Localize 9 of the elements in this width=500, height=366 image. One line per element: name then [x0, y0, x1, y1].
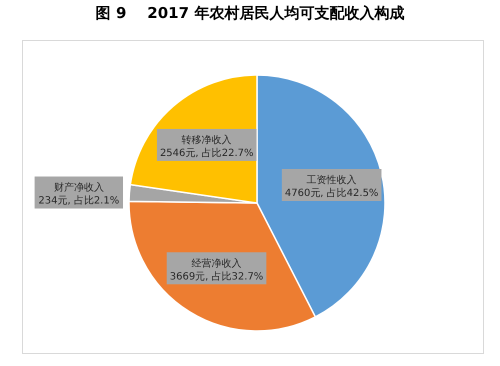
data-label: 4760元, 占比42.5%	[284, 186, 378, 199]
data-label: 3669元, 占比32.7%	[170, 270, 264, 282]
slice-label: 工资性收入	[306, 174, 357, 186]
chart-title: 图 9 2017 年农村居民人均可支配收入构成	[94, 4, 406, 23]
data-label: 2546元, 占比22.7%	[160, 146, 254, 159]
data-label: 234元, 占比2.1%	[38, 194, 120, 207]
slice-label: 财产净收入	[54, 182, 104, 194]
slice-label: 转移净收入	[182, 134, 232, 146]
slice-label: 经营净收入	[192, 257, 242, 270]
